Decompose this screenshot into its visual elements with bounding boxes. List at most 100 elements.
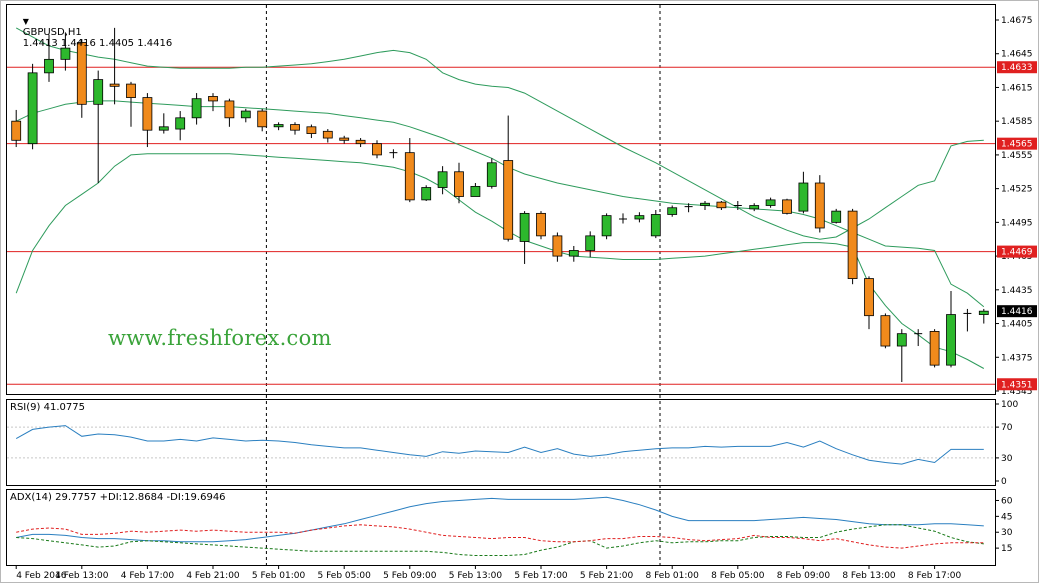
candle[interactable] [619, 213, 627, 224]
candle-body [716, 201, 727, 209]
candle[interactable] [896, 329, 907, 383]
candle[interactable] [733, 201, 742, 210]
candle-body [814, 182, 825, 229]
candle[interactable] [257, 108, 268, 132]
candle[interactable] [765, 197, 776, 208]
candle[interactable] [716, 201, 727, 210]
candle[interactable] [191, 93, 202, 125]
candle[interactable] [880, 313, 891, 349]
adx-pane-border [6, 489, 996, 566]
price-tick-label: 1.4675 [1001, 16, 1033, 26]
candle[interactable] [831, 208, 842, 224]
time-tick-label: 8 Feb 17:00 [908, 571, 962, 581]
time-tick-label: 5 Feb 13:00 [449, 571, 503, 581]
rsi-label: RSI(9) 41.0775 [10, 402, 85, 413]
candle[interactable] [355, 138, 366, 148]
candle[interactable] [798, 171, 809, 214]
candle[interactable] [76, 39, 87, 118]
candle[interactable] [175, 111, 186, 141]
watermark-text: www.freshforex.com [108, 326, 332, 350]
price-tick-label: 1.4495 [1001, 218, 1033, 228]
candle[interactable] [158, 113, 169, 134]
last-price-label: 1.4416 [1001, 307, 1033, 317]
candle[interactable] [27, 63, 38, 150]
candle[interactable] [208, 93, 218, 112]
session-separators [265, 5, 661, 565]
upper-band-line [15, 27, 984, 240]
candle[interactable] [60, 32, 71, 71]
candle[interactable] [684, 203, 693, 213]
candle[interactable] [404, 138, 415, 203]
rsi-tick-label: 30 [1001, 454, 1013, 464]
candle[interactable] [339, 135, 350, 144]
candle[interactable] [963, 308, 972, 332]
candle[interactable] [568, 245, 579, 262]
candle[interactable] [109, 27, 120, 105]
ohlc-values: 1.4413 1.4416 1.4405 1.4416 [22, 38, 173, 49]
candle[interactable] [437, 166, 448, 195]
lower-band-line [15, 153, 985, 369]
candle[interactable] [667, 205, 678, 217]
candle[interactable] [978, 308, 989, 324]
candle-body [749, 205, 760, 210]
candle[interactable] [11, 109, 22, 148]
candle[interactable] [946, 290, 956, 368]
candles[interactable] [11, 27, 989, 383]
candle-body [257, 110, 268, 128]
candle[interactable] [454, 162, 464, 204]
candle-body [847, 210, 858, 279]
time-tick-label: 5 Feb 17:00 [514, 571, 568, 581]
candle-body [290, 124, 300, 131]
candle[interactable] [142, 93, 153, 148]
price-tick-label: 1.4645 [1001, 50, 1033, 60]
candle[interactable] [914, 329, 923, 347]
candle[interactable] [224, 98, 235, 127]
candle[interactable] [503, 115, 514, 242]
candle[interactable] [322, 129, 333, 143]
level-price-label: 1.4469 [1001, 248, 1033, 258]
candle[interactable] [782, 198, 792, 215]
candle[interactable] [273, 122, 284, 131]
candle[interactable] [306, 124, 317, 139]
candle[interactable] [847, 208, 858, 285]
candle[interactable] [536, 211, 546, 240]
candle-body [634, 215, 645, 220]
rsi-indicator [7, 425, 995, 465]
candle[interactable] [44, 34, 54, 82]
candle-body [536, 212, 546, 237]
rsi-tick-label: 100 [1001, 400, 1018, 410]
horizontal-levels[interactable] [7, 66, 995, 385]
candle[interactable] [519, 211, 530, 264]
candle[interactable] [601, 213, 612, 240]
chevron-down-icon[interactable]: ▼ [22, 17, 29, 26]
time-tick-label: 4 Feb 2016 [16, 571, 67, 581]
level-price-tag [997, 137, 1037, 150]
candle[interactable] [470, 183, 481, 197]
candle[interactable] [552, 232, 563, 262]
adx-label: ADX(14) 29.7757 +DI:12.8684 -DI:19.6946 [10, 492, 226, 503]
candle[interactable] [749, 203, 760, 212]
time-tick-label: 4 Feb 17:00 [121, 571, 175, 581]
candle[interactable] [864, 276, 874, 330]
candle[interactable] [634, 212, 645, 223]
candle[interactable] [929, 329, 940, 368]
candle[interactable] [585, 231, 596, 258]
candle[interactable] [389, 149, 398, 159]
candle[interactable] [700, 201, 710, 210]
candle-body [946, 314, 956, 366]
candle[interactable] [814, 175, 825, 233]
candle[interactable] [372, 140, 382, 159]
candle[interactable] [290, 122, 300, 135]
candle[interactable] [486, 158, 497, 189]
candle-body [486, 162, 497, 187]
candle-body [650, 214, 661, 237]
price-tick-label: 1.4405 [1001, 320, 1033, 330]
candle[interactable] [650, 209, 661, 239]
adx-line [16, 496, 984, 543]
candle[interactable] [421, 185, 432, 202]
candle[interactable] [93, 70, 104, 184]
candle[interactable] [240, 108, 251, 123]
candle[interactable] [126, 81, 136, 127]
